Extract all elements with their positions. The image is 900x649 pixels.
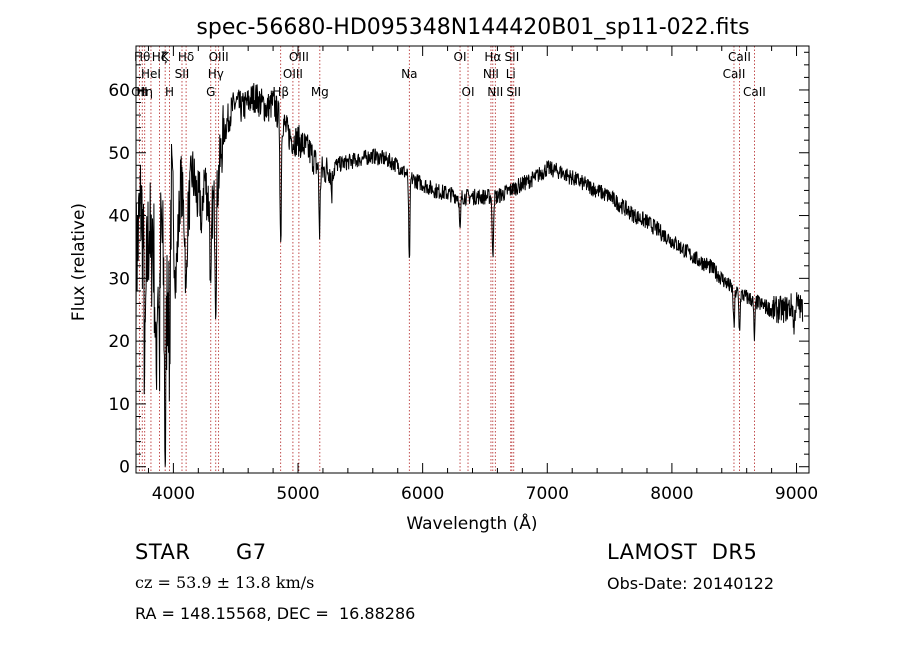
y-axis: 0 10 20 30 40 50 60 <box>108 51 809 478</box>
line-marker-label: Hα <box>484 50 501 64</box>
line-marker-label: Hδ <box>178 50 194 64</box>
x-axis: 4000 5000 6000 7000 8000 9000 <box>147 46 818 504</box>
line-marker-label: NII <box>483 67 499 81</box>
line-marker-label: NII <box>487 85 503 99</box>
line-marker-label: K <box>161 50 170 64</box>
x-tick-label: 7000 <box>526 484 569 504</box>
survey-label: LAMOST DR5 <box>607 540 758 564</box>
line-marker-label: SII <box>506 85 521 99</box>
line-marker-label: HeI <box>141 67 161 81</box>
x-tick-label: 6000 <box>401 484 444 504</box>
y-tick-label: 0 <box>119 458 130 478</box>
y-axis-label: Flux (relative) <box>69 203 89 321</box>
line-marker-label: Hβ <box>272 85 289 99</box>
x-tick-label: 4000 <box>152 484 195 504</box>
object-subclass-label: G7 <box>236 540 267 564</box>
line-markers <box>138 46 755 473</box>
plot-frame <box>135 45 810 474</box>
x-axis-label: Wavelength (Å) <box>406 512 537 534</box>
line-marker-label: G <box>206 85 215 99</box>
x-tick-label: 9000 <box>775 484 818 504</box>
redshift-velocity: cz = 53.9 ± 13.8 km/s <box>135 573 315 592</box>
line-marker-label: CaII <box>723 67 746 81</box>
y-tick-label: 10 <box>108 395 130 415</box>
observation-date: Obs-Date: 20140122 <box>607 574 775 593</box>
x-tick-label: 5000 <box>276 484 319 504</box>
line-marker-label: H <box>165 85 174 99</box>
line-marker-label: Hθ <box>134 50 150 64</box>
chart-title: spec-56680-HD095348N144420B01_sp11-022.f… <box>196 15 749 40</box>
y-tick-label: 50 <box>108 144 130 164</box>
line-marker-label: OI <box>462 85 475 99</box>
line-marker-label: CaII <box>728 50 751 64</box>
line-marker-label: OII <box>131 85 148 99</box>
line-marker-label: SII <box>175 67 190 81</box>
line-marker-label: Hζ <box>152 50 168 64</box>
y-tick-label: 30 <box>108 269 130 289</box>
coordinates: RA = 148.15568, DEC = 16.88286 <box>135 604 416 623</box>
line-marker-label: OI <box>454 50 467 64</box>
y-tick-label: 20 <box>108 332 130 352</box>
line-marker-label: OIII <box>283 67 303 81</box>
spectrum-line <box>135 83 804 467</box>
y-tick-label: 60 <box>108 81 130 101</box>
line-marker-label: Mg <box>311 85 329 99</box>
x-tick-label: 8000 <box>650 484 693 504</box>
line-marker-labels: OIIHθHηHeIHζKHSIIHδGHγOIIIHβOIIIOIIIMgNa… <box>131 50 766 99</box>
line-marker-label: Hγ <box>208 67 224 81</box>
line-marker-label: OIII <box>289 50 309 64</box>
line-marker-label: CaII <box>743 85 766 99</box>
line-marker-label: OIII <box>209 50 229 64</box>
line-marker-label: Na <box>401 67 417 81</box>
line-marker-label: SII <box>505 50 520 64</box>
y-tick-label: 40 <box>108 207 130 227</box>
line-marker-label: Li <box>506 67 516 81</box>
object-class-label: STAR <box>135 540 191 564</box>
line-marker-label: Hη <box>136 85 153 99</box>
